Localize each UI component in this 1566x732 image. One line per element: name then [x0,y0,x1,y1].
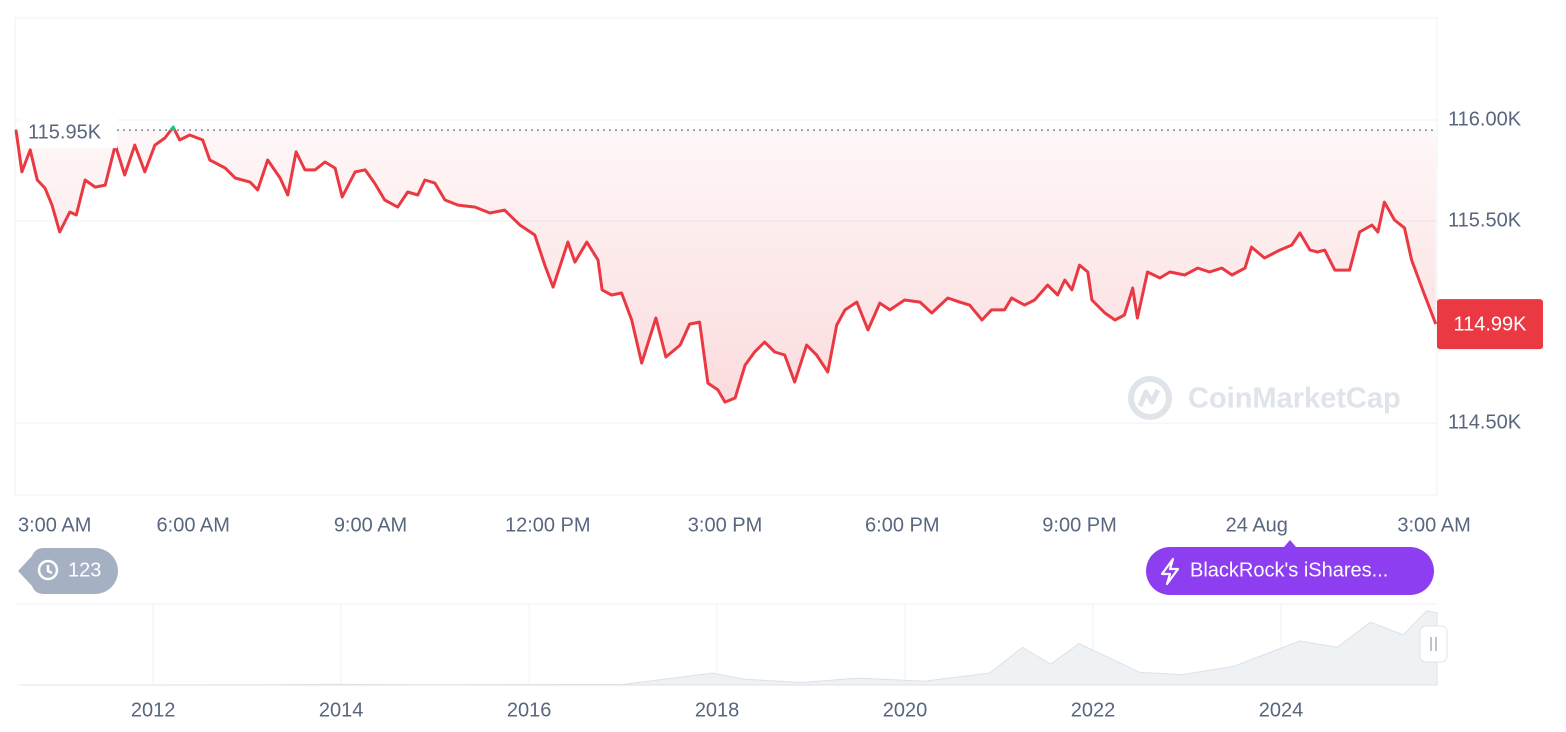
navigator-tick-label: 2016 [507,699,552,721]
history-button[interactable]: 123 [18,548,118,594]
plot-frame [14,17,1438,496]
y-tick-label: 114.50K [1448,411,1522,433]
navigator-area [21,610,1438,686]
watermark: CoinMarketCap [1128,376,1401,420]
x-tick-label: 9:00 PM [1042,514,1116,536]
navigator-tick-label: 2014 [319,699,364,721]
navigator-handle[interactable] [1419,625,1448,663]
x-tick-label: 6:00 PM [865,514,939,536]
x-tick-label: 3:00 AM [1397,514,1470,536]
last-price-badge [1437,299,1543,350]
reference-label-bg [20,116,117,149]
news-text: BlackRock's iShares... [1190,559,1388,581]
x-tick-label: 9:00 AM [334,514,407,536]
x-tick-label: 24 Aug [1226,514,1288,536]
price-line [14,130,1438,404]
last-price-label: 114.99K [1453,313,1527,335]
news-badge[interactable]: BlackRock's iShares... [1146,540,1434,595]
reference-label: 115.95K [28,121,102,143]
x-tick-label: 12:00 PM [505,514,591,536]
watermark-text: CoinMarketCap [1188,383,1401,415]
y-tick-label: 115.50K [1448,209,1522,231]
history-count: 123 [68,559,101,581]
x-tick-label: 3:00 AM [18,514,91,536]
navigator-tick-label: 2022 [1071,699,1116,721]
x-tick-label: 3:00 PM [688,514,762,536]
x-tick-label: 6:00 AM [157,514,230,536]
navigator-tick-label: 2020 [883,699,928,721]
handle-body [1419,625,1448,663]
navigator-tick-label: 2012 [131,699,176,721]
price-area [16,130,1436,403]
navigator-tick-label: 2018 [695,699,740,721]
y-tick-label: 116.00K [1448,108,1522,130]
navigator-tick-label: 2024 [1259,699,1304,721]
